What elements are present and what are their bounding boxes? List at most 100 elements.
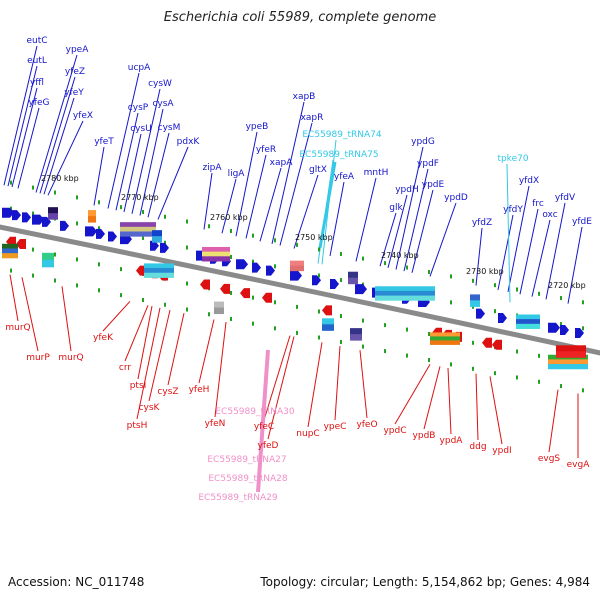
reverse-gene-box xyxy=(430,340,460,345)
forward-gene-box xyxy=(202,256,230,262)
forward-gene-label: cysW xyxy=(148,79,172,89)
kbp-label: 2780 kbp xyxy=(41,174,79,183)
tick-mark xyxy=(450,300,452,305)
tick-mark xyxy=(274,300,276,305)
forward-gene-label: cysU xyxy=(130,124,152,134)
reverse-gene-label: ypdA xyxy=(440,436,464,446)
forward-gene-arrow xyxy=(548,322,560,333)
forward-gene-box xyxy=(516,319,540,325)
tick-mark xyxy=(54,278,56,283)
leader-line xyxy=(359,350,368,419)
tick-mark xyxy=(186,219,188,224)
tick-mark xyxy=(32,185,34,190)
leader-line xyxy=(531,219,551,297)
reverse-gene-arrow xyxy=(482,337,492,348)
tick-mark xyxy=(340,252,342,257)
forward-gene-label: yfdE xyxy=(572,217,592,227)
reverse-gene-arrow xyxy=(240,288,250,299)
forward-gene-label: eutC xyxy=(26,36,47,46)
reverse-gene-label: ptsH xyxy=(127,421,148,431)
tick-mark xyxy=(318,335,320,340)
tick-mark xyxy=(142,297,144,302)
tick-mark xyxy=(494,309,496,314)
forward-gene-label: ypdE xyxy=(422,180,445,190)
gene-labels: 2720 kbp 2730 kbp 2740 kbp 2750 kbp 2760 kbp… xyxy=(5,36,592,503)
tick-mark xyxy=(450,362,452,367)
forward-gene-label: yfdZ xyxy=(472,218,492,228)
reverse-gene-box xyxy=(322,318,334,325)
tick-mark xyxy=(98,226,100,231)
kbp-label: 2750 kbp xyxy=(295,233,333,242)
reverse-gene-arrow xyxy=(492,339,502,350)
tick-mark xyxy=(98,288,100,293)
tick-mark xyxy=(164,214,166,219)
forward-gene-arrow xyxy=(266,265,275,276)
tick-mark xyxy=(186,245,188,250)
tick-mark xyxy=(384,261,386,266)
tick-mark xyxy=(164,302,166,307)
forward-gene-label: yfeG xyxy=(28,98,49,108)
tick-mark xyxy=(428,270,430,275)
leader-line xyxy=(271,101,305,244)
forward-gene-box xyxy=(470,294,480,301)
reverse-gene-box xyxy=(430,336,460,341)
tick-mark xyxy=(76,257,78,262)
forward-gene-arrow xyxy=(96,228,105,239)
reverse-gene-box xyxy=(144,268,174,274)
reverse-gene-box xyxy=(556,351,586,358)
reverse-gene-box xyxy=(144,272,174,278)
reverse-gene-box xyxy=(42,259,54,268)
leader-line xyxy=(147,132,170,218)
reverse-trna-label: EC55989_tRNA30 xyxy=(215,407,294,417)
forward-gene-arrow xyxy=(108,231,117,242)
leader-line xyxy=(123,133,142,213)
forward-gene-label: pdxK xyxy=(177,137,201,147)
leader-line xyxy=(17,107,40,189)
forward-gene-box xyxy=(348,271,358,279)
leader-line xyxy=(329,181,345,257)
tick-mark xyxy=(76,195,78,200)
tick-mark xyxy=(230,228,232,233)
reverse-trna-label: EC55989_tRNA29 xyxy=(198,493,277,503)
leader-line xyxy=(567,226,583,304)
leader-line xyxy=(489,376,503,445)
tick-mark xyxy=(450,274,452,279)
forward-gene-arrow xyxy=(32,214,44,225)
reverse-gene-box xyxy=(2,253,18,259)
tick-mark xyxy=(252,321,254,326)
forward-gene-arrow xyxy=(160,242,169,253)
leader-line xyxy=(198,319,215,384)
reverse-gene-label: cysZ xyxy=(157,387,178,397)
reverse-gene-label: ypdB xyxy=(413,431,436,441)
forward-gene-box xyxy=(48,207,58,214)
forward-gene-label: gltX xyxy=(309,165,327,175)
leader-line xyxy=(379,212,397,267)
forward-gene-label: ypdH xyxy=(395,185,419,195)
tick-mark xyxy=(384,323,386,328)
leader-line xyxy=(279,122,313,246)
reverse-gene-label: ypeC xyxy=(324,422,347,432)
reverse-gene-box xyxy=(430,332,460,337)
tick-mark xyxy=(274,238,276,243)
leader-line xyxy=(545,202,566,300)
forward-gene-arrow xyxy=(22,212,31,223)
leader-line xyxy=(47,120,84,196)
forward-gene-label: yfeT xyxy=(94,137,114,147)
leader-lines xyxy=(3,45,583,493)
forward-gene-arrow xyxy=(60,220,69,231)
leader-line xyxy=(9,274,19,322)
leader-line xyxy=(475,373,479,441)
forward-gene-arrow xyxy=(355,284,367,295)
tick-mark xyxy=(120,205,122,210)
tick-mark xyxy=(428,332,430,337)
forward-gene-box xyxy=(516,323,540,329)
leader-line xyxy=(235,131,258,237)
forward-trna-label: tpke70 xyxy=(497,154,528,164)
kbp-label: 2740 kbp xyxy=(381,251,419,260)
forward-gene-label: frc xyxy=(532,199,544,209)
tick-mark xyxy=(362,344,364,349)
reverse-gene-label: evgA xyxy=(567,460,591,470)
leader-line xyxy=(167,312,185,386)
leader-line xyxy=(214,322,227,418)
tick-mark xyxy=(252,233,254,238)
